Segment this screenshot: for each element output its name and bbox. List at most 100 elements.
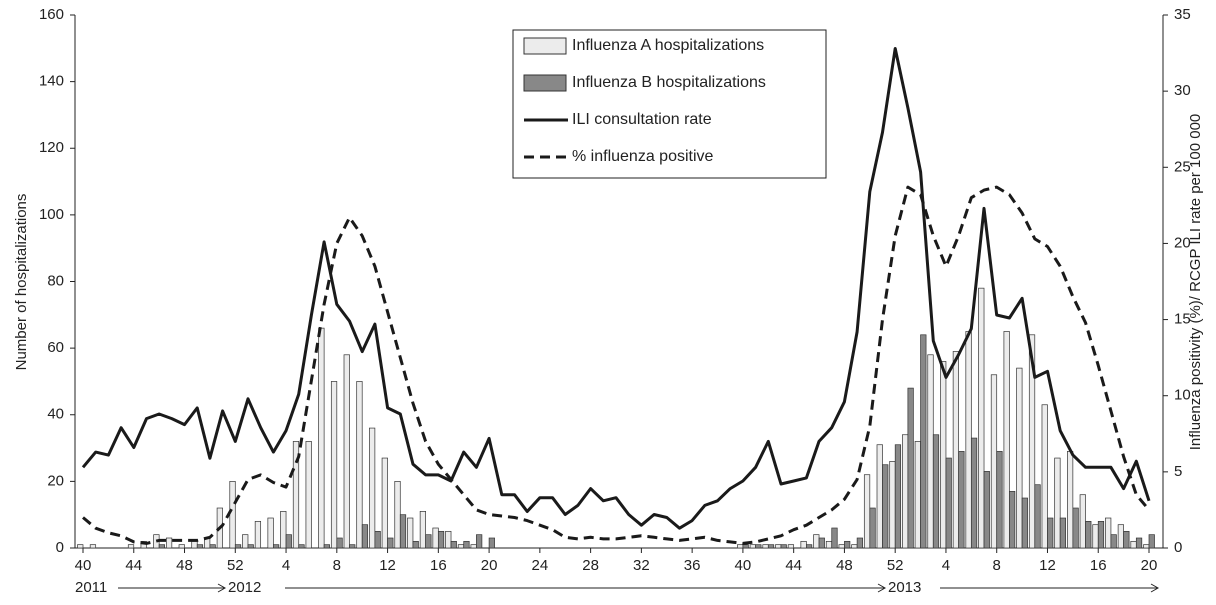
bar bbox=[844, 540, 851, 549]
x-tick-label: 44 bbox=[125, 557, 142, 574]
bar bbox=[952, 351, 959, 549]
bar bbox=[470, 544, 477, 549]
bar bbox=[394, 481, 401, 549]
bar bbox=[825, 540, 833, 549]
bar bbox=[387, 537, 394, 549]
x-tick-label: 28 bbox=[582, 557, 599, 574]
bar bbox=[1143, 544, 1150, 549]
bar bbox=[767, 544, 775, 549]
bar bbox=[1092, 524, 1099, 549]
bar bbox=[349, 544, 356, 549]
bar bbox=[1047, 517, 1054, 549]
bar bbox=[851, 544, 858, 549]
bar bbox=[1072, 507, 1079, 549]
x-tick-label: 8 bbox=[333, 557, 341, 574]
bar bbox=[876, 444, 883, 549]
y2-tick-label: 20 bbox=[1174, 234, 1191, 251]
line bbox=[82, 185, 1151, 545]
bar bbox=[755, 544, 762, 549]
y2-tick-label: 25 bbox=[1174, 158, 1191, 175]
bar bbox=[419, 511, 426, 549]
bar bbox=[127, 544, 135, 549]
x-tick-label: 52 bbox=[887, 557, 904, 574]
bar bbox=[374, 530, 381, 549]
bar bbox=[280, 511, 287, 549]
x-tick-label: 48 bbox=[836, 557, 853, 574]
bar bbox=[285, 534, 292, 549]
bar bbox=[412, 540, 419, 549]
legend-label: Influenza A hospitalizations bbox=[572, 37, 764, 54]
bar bbox=[889, 461, 896, 549]
bar bbox=[318, 327, 325, 549]
bar bbox=[869, 507, 876, 549]
x-tick-label: 32 bbox=[633, 557, 650, 574]
bar bbox=[463, 540, 470, 549]
bar bbox=[361, 524, 369, 549]
y-axis-title: Number of hospitalizations bbox=[13, 194, 30, 371]
bar bbox=[432, 527, 439, 549]
bar bbox=[856, 537, 863, 549]
bar bbox=[1110, 534, 1117, 549]
bar bbox=[267, 517, 274, 549]
y-tick-label: 40 bbox=[47, 406, 64, 423]
x-tick-label: 4 bbox=[942, 557, 950, 574]
bar bbox=[813, 534, 820, 549]
x-tick-label: 20 bbox=[1141, 557, 1158, 574]
bar bbox=[965, 331, 972, 549]
x-tick-label: 44 bbox=[785, 557, 802, 574]
bar bbox=[996, 451, 1003, 549]
bar bbox=[1135, 537, 1143, 549]
y-tick-label: 20 bbox=[47, 472, 64, 489]
x-tick-label: 16 bbox=[430, 557, 447, 574]
y-tick-label: 120 bbox=[39, 139, 64, 156]
x-tick-label: 16 bbox=[1090, 557, 1107, 574]
bar bbox=[323, 544, 330, 549]
bar bbox=[894, 444, 902, 549]
x-tick-label: 36 bbox=[684, 557, 701, 574]
year-label: 2013 bbox=[888, 579, 921, 596]
bar bbox=[958, 451, 965, 549]
x-tick-label: 40 bbox=[735, 557, 752, 574]
year-arrowhead bbox=[1150, 583, 1160, 593]
bar bbox=[1028, 334, 1036, 549]
bar bbox=[476, 534, 483, 549]
x-tick-label: 48 bbox=[176, 557, 193, 574]
legend-label: % influenza positive bbox=[572, 148, 714, 165]
bar bbox=[229, 481, 236, 549]
bar bbox=[863, 474, 871, 549]
x-tick-label: 12 bbox=[1039, 557, 1056, 574]
bar bbox=[737, 544, 744, 549]
bar bbox=[356, 381, 363, 549]
year-arrowhead bbox=[217, 583, 227, 593]
x-tick-label: 8 bbox=[993, 557, 1001, 574]
bar bbox=[787, 544, 795, 549]
bar bbox=[818, 537, 825, 549]
bar bbox=[425, 534, 432, 549]
bar bbox=[158, 544, 165, 549]
y2-axis-title: Influenza positivity (%)/ RCGP ILI rate … bbox=[1187, 114, 1204, 451]
bar bbox=[838, 544, 845, 549]
bar bbox=[209, 544, 216, 549]
bar bbox=[932, 434, 940, 549]
bar bbox=[831, 527, 838, 549]
bar bbox=[978, 287, 985, 549]
bar bbox=[1097, 520, 1105, 549]
bar bbox=[450, 540, 457, 549]
bar bbox=[437, 530, 445, 549]
legend-label: ILI consultation rate bbox=[572, 111, 712, 128]
bar bbox=[983, 471, 990, 549]
bar bbox=[775, 544, 782, 549]
bar bbox=[914, 441, 921, 549]
bar bbox=[1067, 451, 1074, 549]
bar bbox=[1009, 491, 1016, 549]
bar bbox=[381, 457, 388, 549]
legend-swatch bbox=[523, 37, 567, 55]
bar bbox=[330, 381, 338, 549]
bar bbox=[399, 514, 407, 549]
bar bbox=[1016, 367, 1023, 549]
bar bbox=[1021, 497, 1028, 549]
bar bbox=[1079, 494, 1086, 549]
bar bbox=[1059, 517, 1067, 549]
bar bbox=[298, 544, 305, 549]
